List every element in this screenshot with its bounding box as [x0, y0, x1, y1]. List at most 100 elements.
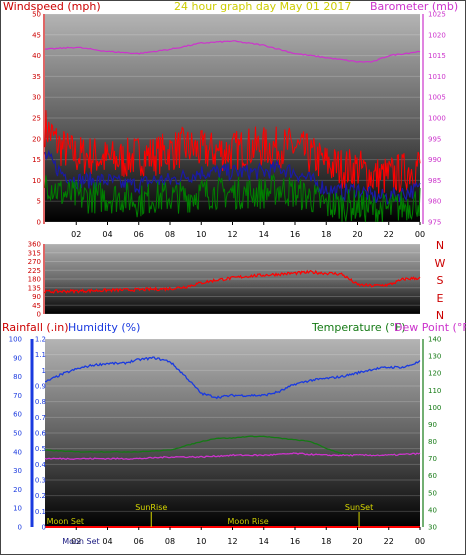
wind-tick-label: 30: [32, 94, 41, 102]
direction-tick-label: 225: [28, 267, 41, 275]
moon-event-label: Moon Rise: [228, 517, 269, 526]
windspeed-title: Windspeed (mph): [3, 0, 101, 13]
compass-label: E: [437, 292, 444, 305]
wind-tick-label: 45: [32, 31, 41, 39]
temperature-title: Temperature (°F): [311, 321, 406, 334]
weather-x-tick-label: 06: [134, 537, 144, 546]
wind-tick-label: 35: [32, 73, 41, 81]
barometer-tick-label: 1020: [428, 31, 446, 39]
temperature-tick-label: 110: [428, 387, 441, 395]
weather-x-tick-label: 16: [290, 537, 300, 546]
humidity-tick-label: 80: [13, 373, 22, 381]
average-wind-series: [44, 149, 421, 205]
wind-direction-series: [44, 269, 421, 295]
wind-x-tick-label: 04: [102, 230, 112, 239]
humidity-tick-label: 100: [9, 336, 22, 344]
direction-tick-label: 45: [32, 302, 41, 310]
wind-x-tick-label: 20: [352, 230, 362, 239]
barometer-tick-label: 1025: [428, 11, 446, 19]
rainfall-tick-label: 1: [42, 367, 46, 375]
weather-x-tick-label: 20: [352, 537, 362, 546]
wind-tick-label: 50: [32, 11, 41, 19]
wind-tick-label: 10: [32, 177, 41, 185]
humidity-tick-label: 40: [13, 448, 22, 456]
weather-x-tick-label: 14: [259, 537, 269, 546]
barometer-tick-label: 1010: [428, 73, 446, 81]
weather-x-tick-label: 04: [102, 537, 112, 546]
wind-x-tick-label: 22: [384, 230, 394, 239]
dewpoint-title: Dew Point (°F): [394, 321, 466, 334]
humidity-tick-label: 70: [13, 392, 22, 400]
wind-tick-label: 20: [32, 135, 41, 143]
barometer-tick-label: 975: [428, 219, 441, 227]
temperature-tick-label: 90: [428, 421, 437, 429]
barometer-tick-label: 985: [428, 177, 441, 185]
rainfall-title: Rainfall (.in): [2, 321, 69, 334]
weather-panel-background: [45, 339, 420, 527]
direction-tick-label: 360: [28, 241, 41, 249]
sun-event-label: SunSet: [345, 503, 373, 512]
rainfall-tick-label: 0: [42, 524, 46, 532]
axes-layer: 0510152025303540455097598098599099510001…: [9, 11, 446, 547]
direction-tick-label: 90: [32, 293, 41, 301]
wind-x-tick-label: 06: [134, 230, 144, 239]
direction-tick-label: 135: [28, 284, 41, 292]
rainfall-tick-label: 1.2: [35, 336, 46, 344]
weather-x-tick-label: 18: [321, 537, 331, 546]
humidity-tick-label: 30: [13, 467, 22, 475]
rainfall-tick-label: 0.7: [35, 414, 46, 422]
compass-label: N: [436, 239, 444, 252]
barometer-tick-label: 980: [428, 198, 441, 206]
humidity-tick-label: 60: [13, 411, 22, 419]
weather-x-tick-label: 00: [415, 537, 425, 546]
wind-tick-label: 5: [37, 198, 41, 206]
wind-x-tick-label: 18: [321, 230, 331, 239]
gust-series: [44, 110, 421, 195]
rainfall-tick-label: 0.5: [35, 445, 46, 453]
date-title: 24 hour graph day May 01 2017: [174, 0, 351, 13]
weather-x-tick-label: 08: [165, 537, 175, 546]
temperature-tick-label: 60: [428, 472, 437, 480]
wind-x-tick-label: 08: [165, 230, 175, 239]
rainfall-tick-label: 0.3: [35, 477, 46, 485]
compass-label: S: [437, 274, 444, 287]
dewpoint-series: [44, 452, 421, 461]
compass-label: N: [436, 309, 444, 322]
wind-tick-label: 0: [37, 219, 41, 227]
humidity-tick-label: 20: [13, 486, 22, 494]
barometer-tick-label: 1005: [428, 94, 446, 102]
weather-x-tick-label: 22: [384, 537, 394, 546]
rainfall-tick-label: 0.6: [35, 430, 47, 438]
temperature-tick-label: 80: [428, 438, 437, 446]
temperature-tick-label: 130: [428, 353, 441, 361]
direction-tick-label: 315: [28, 249, 41, 257]
temperature-tick-label: 140: [428, 336, 441, 344]
moon-event-axis-label: Moon Set: [62, 537, 99, 546]
barometer-tick-label: 990: [428, 156, 441, 164]
wind-tick-label: 40: [32, 52, 41, 60]
rainfall-tick-label: 0.2: [35, 492, 46, 500]
humidity-tick-label: 10: [13, 505, 22, 513]
wind-x-tick-label: 00: [415, 230, 425, 239]
rainfall-tick-label: 1.1: [35, 351, 46, 359]
weather-x-tick-label: 02: [71, 537, 81, 546]
direction-tick-label: 0: [37, 311, 41, 319]
temperature-tick-label: 70: [428, 455, 437, 463]
wind-x-tick-label: 14: [259, 230, 269, 239]
low-wind-series: [44, 173, 421, 223]
rainfall-tick-label: 0.8: [35, 398, 46, 406]
humidity-title: Humidity (%): [68, 321, 140, 334]
sun-event-label: SunRise: [135, 503, 167, 512]
wind-x-tick-label: 12: [227, 230, 237, 239]
wind-x-tick-label: 10: [196, 230, 206, 239]
barometer-tick-label: 1000: [428, 115, 446, 123]
barometer-tick-label: 995: [428, 135, 441, 143]
direction-tick-label: 270: [28, 258, 41, 266]
direction-panel-background: [45, 244, 420, 314]
humidity-tick-label: 50: [13, 430, 22, 438]
weather-x-tick-label: 10: [196, 537, 206, 546]
rainfall-tick-label: 0.9: [35, 383, 46, 391]
